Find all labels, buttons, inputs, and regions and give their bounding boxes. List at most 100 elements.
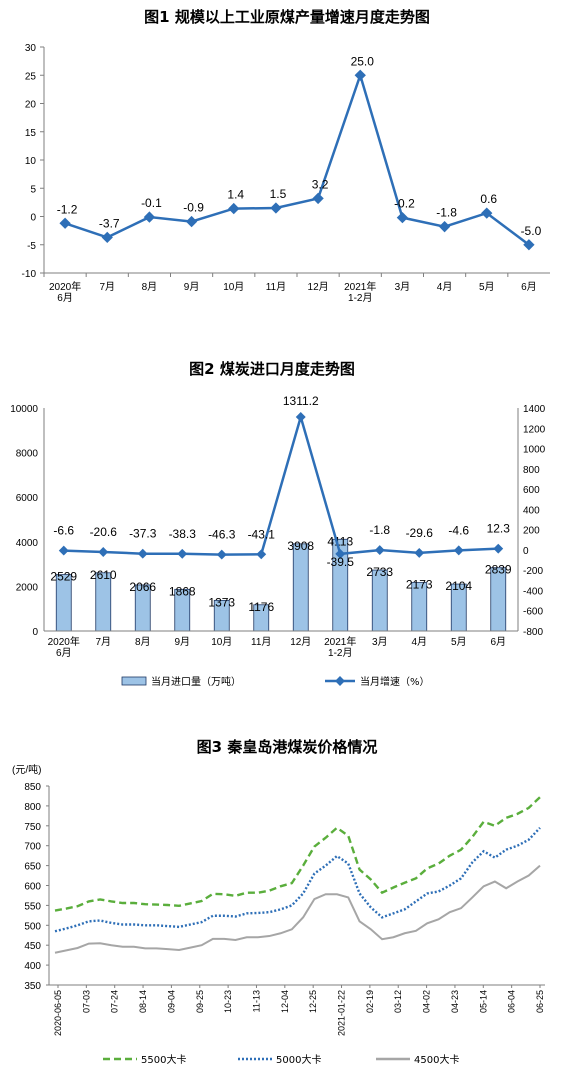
chart2-point (177, 548, 188, 559)
chart2-legend-line-label: 当月增速（%） (360, 675, 430, 688)
chart3-title: 图3 秦皇岛港煤炭价格情况 (197, 738, 378, 756)
chart3-legend: 5500大卡 5000大卡 4500大卡 (103, 1053, 459, 1066)
chart1-x-tick: 7月 (99, 281, 115, 293)
chart2-x-tick: 5月 (451, 636, 467, 648)
chart1-x-tick: 12月 (308, 281, 329, 293)
chart1-point (143, 211, 156, 223)
chart3-y-tick: 500 (24, 921, 41, 932)
chart3-x-tick: 03-12 (393, 990, 403, 1013)
chart2-right-tick: 800 (523, 465, 540, 476)
chart3-legend-label-3: 4500大卡 (414, 1053, 459, 1066)
chart3-x-tick: 06-25 (535, 990, 545, 1013)
chart1-y-tick: 0 (30, 213, 36, 224)
chart1-point (523, 239, 535, 251)
chart1-point (481, 207, 493, 219)
chart1-data-label: -5.0 (521, 224, 542, 238)
chart2-line-label: -20.6 (90, 525, 118, 539)
chart1-y-tick: 30 (25, 43, 37, 54)
chart3-x-tick: 08-14 (138, 990, 148, 1013)
chart2-bar-label: 4113 (327, 534, 353, 548)
chart3-x-tick: 05-14 (478, 990, 488, 1013)
chart2-legend-bar-swatch (121, 676, 147, 686)
chart3-x-tick: 09-04 (166, 990, 176, 1013)
chart3-x-tick: 07-24 (110, 990, 120, 1013)
chart1-data-label: 1.4 (227, 188, 244, 202)
chart1-point (438, 221, 451, 233)
chart2-right-tick: 1200 (523, 424, 546, 435)
chart1-y-tick: -10 (22, 269, 37, 280)
chart1-data-label: 1.5 (270, 187, 287, 201)
chart1-x-tick: 9月 (184, 281, 200, 293)
chart3-y-tick: 850 (24, 782, 41, 793)
chart3-x-tick: 2020-06-05 (53, 990, 63, 1036)
chart2-point (216, 549, 227, 560)
chart2-legend: 当月进口量（万吨） 当月增速（%） (121, 675, 430, 688)
chart2-bars: 2529 2610 2066 1868 1373 1176 3908 4113 2733 2173… (50, 534, 512, 632)
chart2-x-tick: 2021年 1-2月 (324, 635, 356, 659)
chart2-point (137, 548, 148, 559)
chart2-x-tick: 4月 (411, 636, 427, 648)
chart3-y-tick: 350 (24, 981, 41, 992)
chart2-x-tick: 8月 (135, 636, 151, 648)
chart2-x-tick: 3月 (372, 636, 388, 648)
chart1-y-tick: 5 (30, 184, 36, 195)
chart2-point (374, 545, 385, 556)
chart3-y-unit: (元/吨) (12, 763, 41, 776)
chart3-legend-label-2: 5000大卡 (276, 1053, 321, 1066)
chart1: 图1 规模以上工业原煤产量增速月度走势图 -10 -5 0 5 10 15 20 25 30 2… (22, 8, 550, 304)
chart1-x-tick: 5月 (479, 281, 495, 293)
chart2-x-tick: 11月 (251, 636, 271, 648)
chart3-series-3 (54, 864, 541, 954)
chart1-x-axis: 2020年 6月 7月 8月 9月 10月 11月 12月 2021年 1-2月 3月 4月 5月 6月 (43, 272, 550, 304)
chart2-right-tick: 400 (523, 505, 540, 516)
chart2-left-tick: 8000 (16, 449, 39, 460)
chart1-x-tick: 11月 (266, 281, 286, 293)
chart2-point (414, 547, 425, 558)
chart2-left-tick: 10000 (10, 404, 38, 415)
chart2-point (58, 545, 69, 556)
chart2-title: 图2 煤炭进口月度走势图 (189, 360, 355, 378)
chart1-data-label: -1.8 (436, 206, 457, 220)
chart2-left-tick: 0 (32, 627, 38, 638)
chart3-series-1 (54, 796, 541, 912)
chart2-line-label: -39.5 (327, 555, 355, 569)
chart2-right-tick: -400 (523, 586, 543, 597)
chart2-right-tick: -200 (523, 566, 543, 577)
chart2-line-label: 12.3 (487, 522, 511, 536)
chart1-point (228, 202, 240, 215)
chart2-point (256, 549, 267, 560)
chart2-line-label: -38.3 (169, 527, 197, 541)
chart1-series-line (64, 71, 530, 246)
chart2-line-label: -29.6 (406, 526, 434, 540)
chart1-x-tick: 3月 (395, 281, 411, 293)
chart1-data-label: 25.0 (351, 54, 375, 68)
chart2-bar-label: 2733 (366, 565, 393, 579)
chart2-left-tick: 2000 (16, 582, 39, 593)
chart1-x-tick: 4月 (437, 281, 453, 293)
chart2-line-label: 1311.2 (283, 394, 319, 408)
chart3-y-axis: 350 400 450 500 550 600 650 700 750 800 850 (24, 782, 50, 992)
chart1-data-label: -0.9 (183, 201, 204, 215)
chart1-data-label: -0.2 (394, 197, 415, 211)
chart2-right-tick: -600 (523, 607, 543, 618)
chart2-x-axis: 2020年 6月 7月 8月 9月 10月 11月 12月 2021年 1-2月 3月 4月 5月 6月 (44, 630, 518, 659)
chart1-data-label: 3.2 (312, 177, 329, 191)
chart2-right-tick: 0 (523, 546, 529, 557)
chart3-x-tick: 07-03 (81, 990, 91, 1013)
chart2-legend-line-marker (335, 676, 345, 686)
chart3-y-tick: 750 (24, 822, 41, 833)
chart3-x-tick: 10-23 (223, 990, 233, 1013)
chart3-legend-label-1: 5500大卡 (141, 1053, 186, 1066)
chart2-x-tick: 10月 (211, 636, 232, 648)
chart3-y-tick: 700 (24, 842, 41, 853)
chart3-series (54, 796, 541, 954)
chart2-x-tick: 12月 (290, 636, 311, 648)
chart3-x-tick: 04-23 (450, 990, 460, 1013)
chart2-line-label: -37.3 (129, 527, 157, 541)
chart1-point (312, 192, 324, 205)
chart1-x-tick: 8月 (142, 281, 158, 293)
chart2-line: -6.6 -20.6 -37.3 -38.3 -46.3 -43.1 1311.2 -39.5… (53, 394, 510, 569)
chart2-point (98, 547, 109, 557)
chart1-x-tick: 2020年 6月 (49, 280, 81, 304)
